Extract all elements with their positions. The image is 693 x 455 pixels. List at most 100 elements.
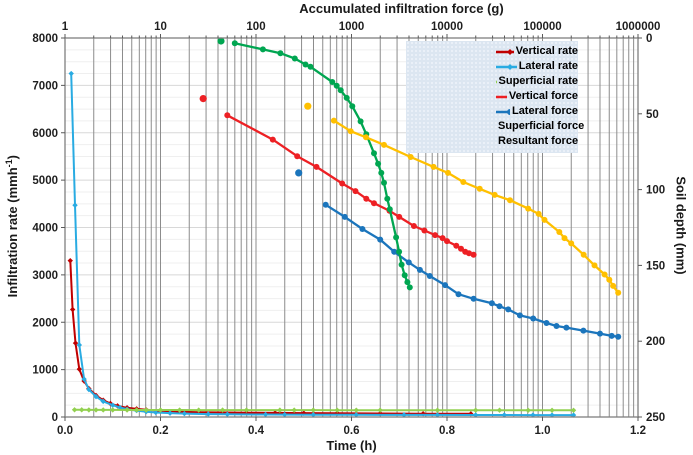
data-point-marker <box>117 404 123 411</box>
data-point-marker <box>488 300 495 307</box>
data-point-marker <box>224 411 231 417</box>
data-point-marker <box>310 411 316 418</box>
data-point-marker <box>549 412 555 418</box>
data-point-marker <box>416 266 423 273</box>
data-point-marker <box>363 195 370 202</box>
tick-label: 1.0 <box>535 425 551 437</box>
data-point-marker <box>507 48 513 55</box>
data-point-marker <box>205 411 211 417</box>
axis-ticks: 0.0 0.2 0.4 0.6 0.8 1.0 1.21 10 100 1000 10000 1000… <box>32 21 665 437</box>
data-point-marker <box>580 251 587 258</box>
tick-label: 10000 <box>431 21 463 33</box>
tick-label: 0.4 <box>248 425 265 437</box>
legend-label: Superficial force <box>498 120 585 132</box>
tick-label: 6000 <box>32 128 58 140</box>
tick-label: 8000 <box>32 33 58 45</box>
data-point-marker <box>525 205 532 212</box>
data-point-marker <box>434 412 441 418</box>
data-point-marker <box>410 223 417 229</box>
data-point-marker <box>110 407 116 413</box>
data-point-marker <box>67 257 73 264</box>
data-point-marker <box>307 63 314 70</box>
data-point-marker <box>262 411 269 418</box>
legend-swatch-lateral-force <box>496 108 510 115</box>
data-point-marker <box>401 272 408 279</box>
data-point-marker <box>381 179 387 186</box>
data-point-marker <box>349 103 356 110</box>
tick-label: 150 <box>646 260 665 272</box>
legend-label: Lateral force <box>511 105 578 117</box>
data-point-marker <box>337 87 344 94</box>
data-point-marker <box>439 235 446 242</box>
legend-label: Vertical force <box>508 90 578 102</box>
legend-item-vertical-rate: Vertical rate <box>496 44 578 59</box>
data-point-marker <box>535 210 542 217</box>
data-point-marker <box>110 402 116 408</box>
data-point-marker <box>357 118 364 125</box>
data-point-marker <box>507 63 513 70</box>
legend-label: Vertical rate <box>515 45 578 57</box>
data-point-marker <box>81 376 87 382</box>
data-point-marker <box>507 197 513 204</box>
tick-label: 100 <box>646 185 665 197</box>
series-line-lateral-force <box>324 203 620 338</box>
legend-item-superficial-rate: Superficial rate <box>496 74 578 89</box>
legend: Vertical rate Lateral rate Superficial rat… <box>406 41 584 153</box>
data-point-marker <box>86 386 92 393</box>
data-point-marker <box>606 276 613 283</box>
data-point-marker <box>386 206 393 213</box>
data-point-marker <box>269 136 276 143</box>
data-point-marker <box>432 232 439 239</box>
data-point-marker <box>401 412 407 418</box>
left-axis-title: Infiltration rate (mmh-1) <box>4 126 20 326</box>
tick-label: 0.0 <box>57 425 73 437</box>
legend-swatch-lateral-rate <box>496 63 517 70</box>
data-point-marker <box>72 202 78 208</box>
legend-swatch-vertical-rate <box>496 48 514 55</box>
legend-item-vertical-force: Vertical force <box>496 89 578 104</box>
data-point-marker <box>86 407 92 413</box>
legend-item-resultant-force: Resultant force <box>496 134 578 149</box>
data-point-marker <box>371 150 377 157</box>
data-point-marker <box>277 50 284 57</box>
data-point-marker <box>79 407 85 413</box>
tick-label: 0.2 <box>153 425 169 437</box>
data-point-marker <box>100 407 106 413</box>
data-point-marker <box>472 412 479 418</box>
right-axis-title: Soil depth (mm) <box>673 176 689 275</box>
data-point-marker <box>491 191 498 198</box>
legend-swatch-superficial-rate <box>496 80 497 83</box>
tick-label: 100000 <box>523 21 561 33</box>
data-point-marker <box>302 61 309 68</box>
data-point-marker <box>476 185 483 192</box>
series-lateral-rate <box>68 70 577 418</box>
data-point-marker <box>76 342 83 348</box>
data-point-marker <box>568 240 575 247</box>
data-point-marker <box>505 306 512 313</box>
legend-item-lateral-force: Lateral force <box>496 104 578 119</box>
series-superficial-rate <box>71 407 577 413</box>
data-point-marker <box>608 332 615 339</box>
data-point-marker <box>353 412 359 418</box>
data-point-marker <box>330 117 337 124</box>
data-point-marker <box>516 312 523 319</box>
data-point-marker <box>430 163 437 170</box>
data-point-marker <box>71 407 78 413</box>
data-point-marker <box>472 407 479 413</box>
data-point-marker <box>398 261 405 268</box>
data-point-marker <box>396 213 403 220</box>
data-point-marker <box>396 248 403 255</box>
bottom-axis-title: Time (h) <box>326 438 377 453</box>
data-point-marker <box>615 333 622 340</box>
data-point-marker <box>176 407 183 413</box>
data-point-marker <box>406 284 413 291</box>
data-point-marker <box>224 112 231 119</box>
data-point-marker <box>72 340 79 346</box>
data-point-marker <box>322 201 329 208</box>
series-line-vertical-rate <box>69 259 472 415</box>
data-point-marker <box>243 407 250 413</box>
tick-label: 10 <box>154 21 167 33</box>
data-point-marker <box>310 407 316 413</box>
data-point-marker <box>133 407 140 413</box>
